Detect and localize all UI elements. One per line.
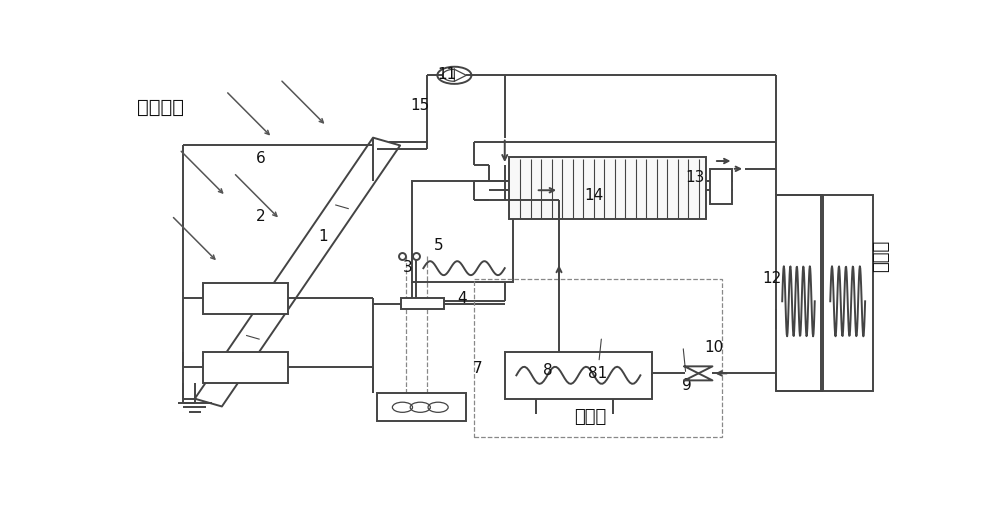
Text: 14: 14 xyxy=(584,187,604,202)
Text: 2: 2 xyxy=(256,209,265,224)
Bar xyxy=(202,352,288,383)
Text: 8: 8 xyxy=(543,362,552,377)
Text: 1: 1 xyxy=(318,228,327,243)
Bar xyxy=(474,280,722,437)
Polygon shape xyxy=(685,367,712,374)
Text: 15: 15 xyxy=(410,98,429,113)
Bar xyxy=(377,393,466,422)
Text: 5: 5 xyxy=(434,238,444,253)
Bar xyxy=(509,158,706,220)
Bar xyxy=(776,195,821,391)
Bar xyxy=(505,352,652,399)
Text: 81: 81 xyxy=(588,339,607,380)
Text: 10: 10 xyxy=(704,339,724,354)
Text: 6: 6 xyxy=(256,150,266,165)
Text: 13: 13 xyxy=(685,170,704,185)
Text: 3: 3 xyxy=(403,259,413,274)
Text: 太阳辐射: 太阳辐射 xyxy=(137,98,184,117)
Bar xyxy=(822,195,873,391)
Text: 9: 9 xyxy=(682,349,692,392)
Bar xyxy=(202,283,288,314)
Text: 冷冻水: 冷冻水 xyxy=(574,408,606,425)
Bar xyxy=(412,181,512,282)
Text: 4: 4 xyxy=(457,290,467,306)
Text: 7: 7 xyxy=(473,360,482,375)
Text: 11: 11 xyxy=(437,67,456,82)
Polygon shape xyxy=(685,374,712,381)
Bar xyxy=(710,170,732,205)
Bar xyxy=(401,298,444,310)
Text: 12: 12 xyxy=(763,271,782,286)
Text: 冷却水: 冷却水 xyxy=(872,239,890,271)
